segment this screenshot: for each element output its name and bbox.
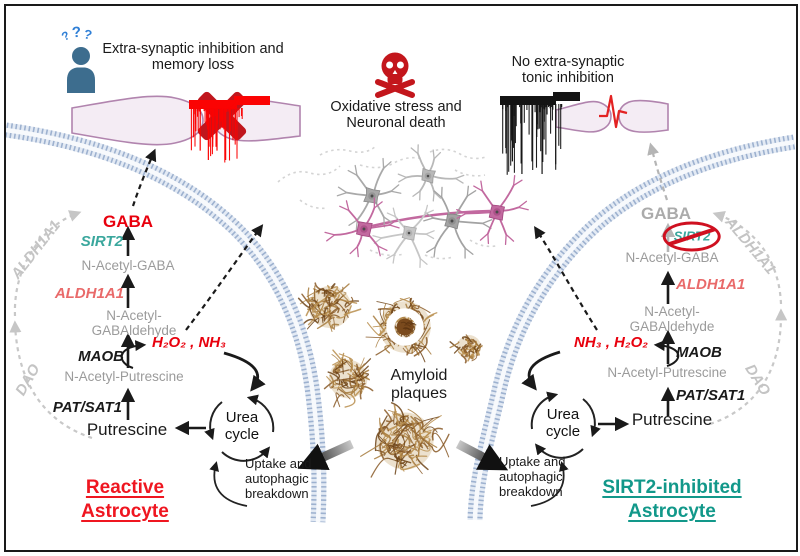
- right-n-acetyl-putrescine: N-Acetyl-Putrescine: [607, 365, 727, 380]
- left-astrocyte-title: Reactive Astrocyte: [81, 477, 169, 522]
- left-pathway-arrows: [120, 225, 206, 436]
- right-caption: No extra-synaptic tonic inhibition: [511, 54, 625, 87]
- right-n-acetyl-gaba: N-Acetyl-GABA: [625, 250, 719, 265]
- left-n-acetyl-gaba: N-Acetyl-GABA: [81, 258, 175, 273]
- dashed-signal-arrows: [131, 142, 669, 331]
- spike-waveform: [599, 94, 628, 129]
- right-sirt2-inhibited: SIRT2: [662, 221, 721, 251]
- right-pathway-arrows: [598, 222, 676, 432]
- uptake-arrows: [209, 461, 569, 507]
- right-uptake-label: Uptake and autophagic breakdown: [499, 454, 566, 499]
- left-uptake-label: Uptake and autophagic breakdown: [245, 456, 312, 501]
- left-caption: Extra-synaptic inhibition and memory los…: [102, 41, 284, 74]
- left-sirt2: SIRT2: [80, 233, 123, 250]
- person-icon: [67, 47, 95, 93]
- left-putrescine: Putrescine: [86, 420, 168, 439]
- left-pat-sat1: PAT/SAT1: [52, 399, 122, 416]
- plaque-uptake-arrows: [297, 439, 509, 471]
- ephys-traces: [189, 92, 580, 175]
- left-gabaldehyde: N-Acetyl- GABAldehyde: [91, 308, 177, 339]
- left-aldh1a1: ALDH1A1: [54, 285, 124, 302]
- amyloid-plaques: [297, 282, 483, 478]
- question-mark-icon: ?: [71, 23, 83, 42]
- left-urea-cycle: [204, 394, 275, 462]
- left-urea-cycle-label: Urea cycle: [224, 409, 260, 443]
- center-caption: Oxidative stress and Neuronal death: [330, 99, 462, 132]
- right-gabaldehyde: N-Acetyl- GABAldehyde: [629, 304, 715, 335]
- right-maob: MAOB: [676, 344, 722, 361]
- right-urea-cycle: [530, 391, 601, 459]
- amyloid-label: Amyloid plaques: [390, 367, 448, 402]
- right-gaba: GABA: [640, 204, 692, 223]
- prohibition-oval-icon: [662, 221, 721, 251]
- right-astrocyte-title: SIRT2-inhibited Astrocyte: [602, 477, 742, 522]
- neuron-cluster: [277, 144, 529, 269]
- right-putrescine: Putrescine: [631, 410, 713, 429]
- right-shunt-arc: [709, 211, 788, 426]
- left-gaba: GABA: [102, 212, 154, 231]
- left-maob: MAOB: [78, 348, 124, 365]
- right-aldh1a1: ALDH1A1: [676, 276, 746, 293]
- maob-byproduct-arrows: [120, 340, 680, 392]
- skull-crossbones-icon: [375, 52, 415, 98]
- right-byproducts: NH₃ , H₂O₂: [574, 334, 648, 351]
- left-shunt-arc: [9, 210, 93, 440]
- right-synapse: [555, 94, 669, 133]
- left-byproducts: H₂O₂ , NH₃: [152, 334, 226, 351]
- right-urea-cycle-label: Urea cycle: [545, 406, 581, 440]
- left-n-acetyl-putrescine: N-Acetyl-Putrescine: [64, 369, 184, 384]
- right-pat-sat1: PAT/SAT1: [676, 387, 746, 404]
